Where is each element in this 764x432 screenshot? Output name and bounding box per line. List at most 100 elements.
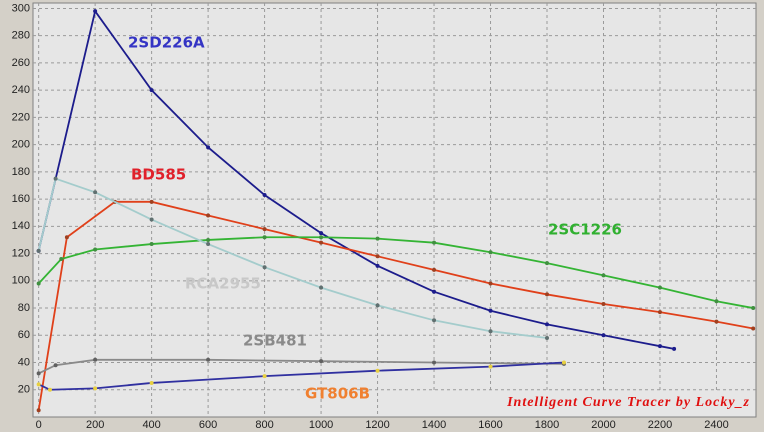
y-tick-label: 240 — [12, 84, 30, 96]
data-point — [488, 329, 493, 334]
data-point — [714, 299, 719, 304]
y-tick-label: 20 — [18, 384, 30, 396]
data-point — [375, 303, 380, 308]
data-point — [432, 267, 437, 272]
data-point — [149, 217, 154, 222]
x-tick-label: 1400 — [422, 419, 446, 431]
data-point — [319, 285, 324, 290]
x-tick-label: 200 — [86, 419, 104, 431]
data-point — [714, 319, 719, 324]
series-label: 2SC1226 — [548, 221, 622, 239]
data-point — [36, 371, 41, 376]
data-point — [375, 254, 380, 259]
data-point — [488, 308, 493, 313]
data-point — [561, 360, 566, 365]
y-tick-label: 140 — [12, 220, 30, 232]
data-point — [206, 242, 211, 247]
x-tick-label: 2200 — [648, 419, 672, 431]
data-point — [93, 190, 98, 195]
data-point — [432, 318, 437, 323]
data-point — [47, 387, 52, 392]
data-point — [751, 326, 756, 331]
series-line — [38, 361, 565, 391]
data-point — [149, 380, 154, 385]
plot-area — [32, 2, 757, 418]
data-point — [545, 292, 550, 297]
x-tick-label: 600 — [199, 419, 217, 431]
data-point — [93, 9, 98, 14]
x-tick-label: 2400 — [704, 419, 728, 431]
data-point — [53, 363, 58, 368]
data-point — [319, 359, 324, 364]
x-tick-label: 1200 — [365, 419, 389, 431]
data-point — [432, 289, 437, 294]
x-tick-label: 2000 — [591, 419, 615, 431]
data-point — [262, 193, 267, 198]
data-point — [375, 263, 380, 268]
data-point — [657, 310, 662, 315]
data-point — [36, 281, 41, 286]
data-point — [93, 357, 98, 362]
data-point — [601, 273, 606, 278]
series-label: 2SB481 — [243, 332, 307, 350]
data-point — [432, 240, 437, 245]
data-point — [672, 346, 677, 351]
data-point — [601, 301, 606, 306]
data-point — [262, 265, 267, 270]
data-point — [36, 408, 41, 413]
data-point — [375, 368, 380, 373]
data-point — [751, 306, 756, 311]
data-point — [319, 235, 324, 240]
x-tick-label: 1000 — [309, 419, 333, 431]
footer: Intelligent Curve Tracer by Locky_z — [506, 395, 750, 410]
data-point — [488, 250, 493, 255]
footer-bg — [432, 392, 754, 414]
data-point — [319, 240, 324, 245]
x-tick-label: 1600 — [478, 419, 502, 431]
series-label: BD585 — [131, 166, 186, 184]
y-tick-label: 80 — [18, 302, 30, 314]
data-point — [206, 357, 211, 362]
data-point — [319, 231, 324, 236]
y-tick-label: 300 — [12, 2, 30, 14]
data-point — [64, 235, 69, 240]
data-point — [206, 145, 211, 150]
y-tick-label: 40 — [18, 356, 30, 368]
y-tick-label: 180 — [12, 166, 30, 178]
series-label: 2SD226A — [128, 34, 205, 52]
data-point — [657, 285, 662, 290]
data-point — [206, 213, 211, 218]
y-tick-label: 260 — [12, 57, 30, 69]
data-point — [149, 199, 154, 204]
data-point — [206, 237, 211, 242]
y-tick-label: 120 — [12, 247, 30, 259]
data-point — [149, 242, 154, 247]
series-label: RCA2955 — [185, 275, 261, 293]
data-point — [488, 364, 493, 369]
y-tick-label: 220 — [12, 111, 30, 123]
data-point — [149, 88, 154, 93]
data-point — [657, 344, 662, 349]
y-tick-label: 60 — [18, 329, 30, 341]
x-tick-label: 1800 — [535, 419, 559, 431]
data-point — [432, 360, 437, 365]
y-tick-label: 280 — [12, 30, 30, 42]
data-point — [601, 333, 606, 338]
data-point — [262, 235, 267, 240]
data-point — [262, 374, 267, 379]
data-point — [93, 247, 98, 252]
data-point — [59, 257, 64, 262]
y-tick-label: 200 — [12, 139, 30, 151]
data-point — [545, 322, 550, 327]
x-tick-label: 800 — [255, 419, 273, 431]
x-tick-label: 0 — [36, 419, 42, 431]
data-point — [545, 336, 550, 341]
series-label: GT806B — [305, 385, 370, 403]
data-point — [36, 382, 41, 387]
x-tick-label: 400 — [142, 419, 160, 431]
data-point — [262, 227, 267, 232]
data-point — [93, 386, 98, 391]
data-point — [375, 236, 380, 241]
data-point — [53, 176, 58, 181]
